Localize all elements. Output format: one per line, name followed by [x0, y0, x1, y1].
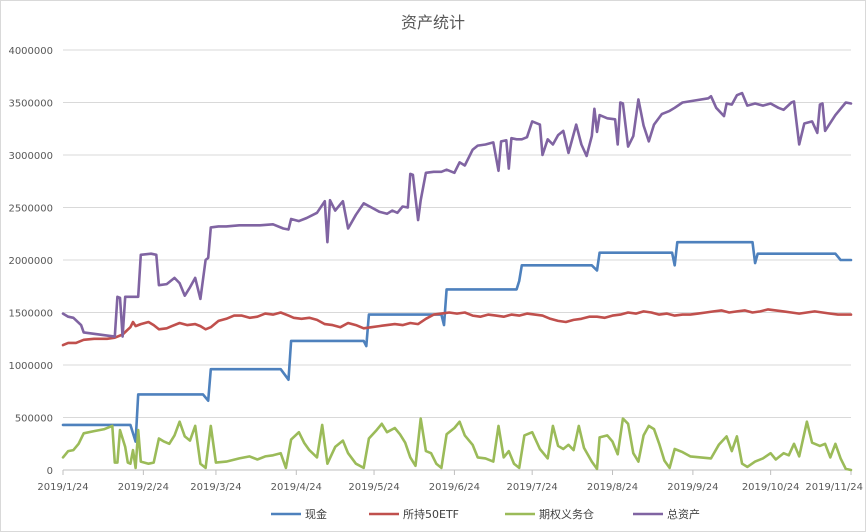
legend-label: 所持50ETF: [403, 507, 459, 521]
series-line-0: [61, 240, 853, 443]
x-tick-label: 2019/1/24: [37, 482, 88, 493]
y-tick-label: 500000: [15, 414, 53, 425]
series-line-1: [61, 308, 853, 347]
y-tick-label: 1500000: [8, 309, 53, 320]
x-tick-label: 2019/4/24: [271, 482, 322, 493]
x-tick-label: 2019/5/24: [348, 482, 399, 493]
y-axis-tick-labels: 0 500000 1000000 1500000 2000000 2500000 30000…: [8, 46, 53, 477]
x-tick-label: 2019/8/24: [587, 482, 638, 493]
x-tick-label: 2019/11/24: [805, 482, 863, 493]
x-tick-label: 2019/2/24: [118, 482, 169, 493]
y-tick-label: 3500000: [8, 99, 53, 110]
series-line-2: [61, 417, 853, 472]
x-tick-label: 2019/3/24: [190, 482, 241, 493]
x-tick-label: 2019/7/24: [507, 482, 558, 493]
x-tick-label: 2019/6/24: [429, 482, 480, 493]
y-tick-label: 2000000: [8, 256, 53, 267]
y-tick-label: 3000000: [8, 151, 53, 162]
x-tick-label: 2019/10/24: [742, 482, 800, 493]
y-tick-label: 4000000: [8, 46, 53, 57]
y-tick-label: 1000000: [8, 361, 53, 372]
series-line-3: [61, 91, 853, 338]
chart-title: 资产统计: [401, 13, 465, 32]
x-axis: 2019/1/24 2019/2/24 2019/3/24 2019/4/24 2019…: [37, 469, 863, 493]
series-lines: [61, 91, 853, 472]
legend-label: 现金: [305, 507, 327, 521]
legend-label: 总资产: [667, 507, 700, 521]
legend-label: 期权义务仓: [539, 507, 594, 521]
legend: 现金 所持50ETF 期权义务仓 总资产: [271, 507, 700, 521]
x-tick-label: 2019/9/24: [667, 482, 718, 493]
y-tick-label: 0: [47, 466, 53, 477]
y-tick-label: 2500000: [8, 204, 53, 215]
